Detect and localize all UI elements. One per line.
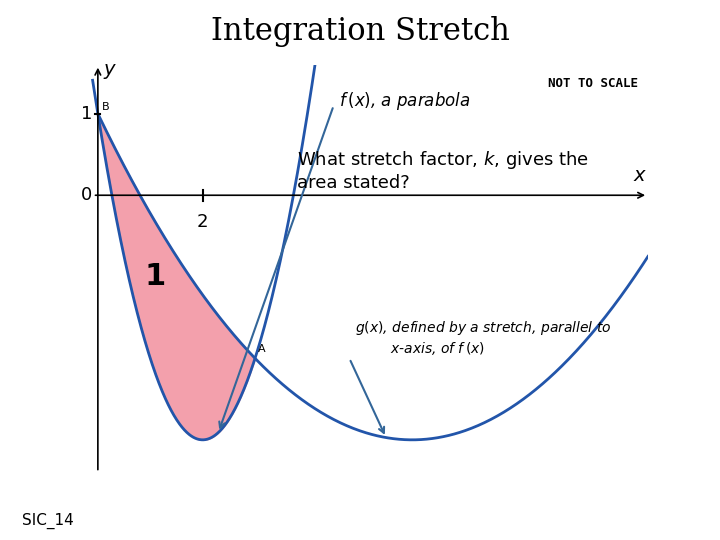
Text: $f\,(x)$, a parabola: $f\,(x)$, a parabola (339, 91, 470, 112)
Text: $g(x)$, defined by a stretch, parallel to
        x-axis, of $f\,(x)$: $g(x)$, defined by a stretch, parallel t… (354, 319, 611, 357)
Text: A: A (258, 344, 265, 354)
Text: $x$: $x$ (633, 166, 647, 185)
Text: B: B (102, 102, 109, 112)
Text: Integration Stretch: Integration Stretch (210, 16, 510, 47)
Text: 1: 1 (145, 262, 166, 291)
Text: 2: 2 (197, 213, 208, 231)
Text: SIC_14: SIC_14 (22, 513, 73, 529)
Text: 0: 0 (81, 186, 93, 204)
Text: 1: 1 (81, 105, 93, 123)
Text: What stretch factor, $k$, gives the
area stated?: What stretch factor, $k$, gives the area… (297, 150, 589, 192)
Text: $y$: $y$ (103, 62, 117, 81)
Text: NOT TO SCALE: NOT TO SCALE (547, 77, 637, 90)
